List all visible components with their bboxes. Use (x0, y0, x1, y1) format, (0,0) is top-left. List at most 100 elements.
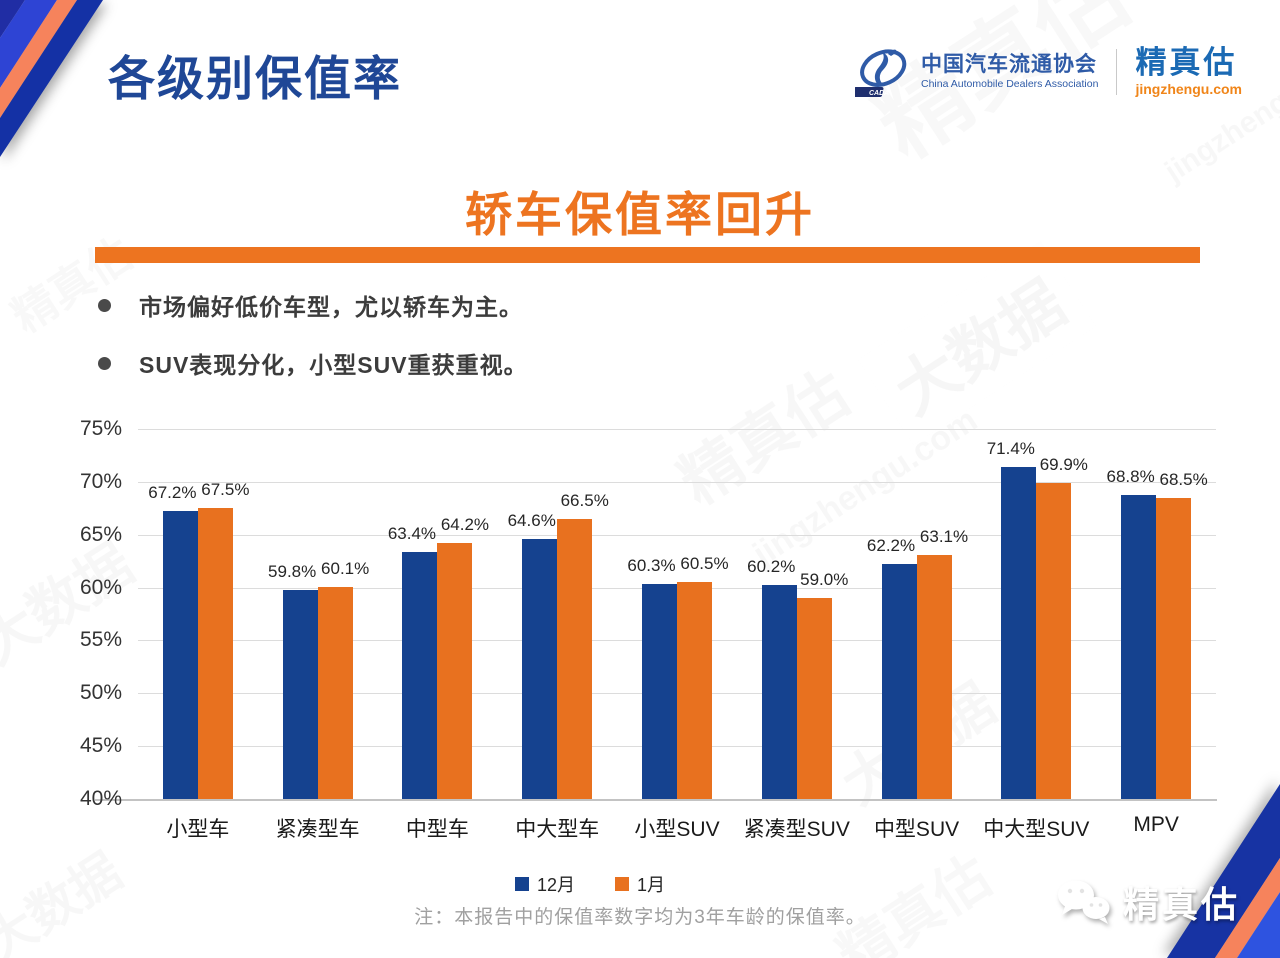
legend-item-dec: 12月 (514, 871, 575, 897)
bar-value-label: 60.1% (321, 558, 370, 578)
bullet-item: SUV表现分化，小型SUV重获重视。 (98, 346, 528, 380)
cada-name-en: China Automobile Dealers Association (921, 78, 1099, 91)
x-axis-line (95, 799, 1217, 801)
cada-logo-icon: CADA (855, 49, 907, 97)
bar-value-label: 63.4% (387, 523, 437, 543)
legend-item-jan: 1月 (615, 871, 665, 897)
watermark-text: 大数据 (858, 241, 1096, 445)
bar-12月-紧凑型SUV (761, 585, 797, 799)
bar-value-label: 71.4% (986, 439, 1035, 459)
bullet-text: SUV表现分化，小型SUV重获重视。 (139, 352, 528, 378)
page-title: 各级别保值率 (108, 52, 402, 105)
corner-stripes-bottom-right (1167, 784, 1280, 958)
bar-1月-中大型车 (557, 518, 593, 799)
bar-1月-紧凑型SUV (796, 598, 832, 799)
bar-group-中型车: 63.4% 64.2% (378, 429, 498, 799)
bar-value-label: 66.5% (560, 490, 609, 510)
bar-12月-紧凑型车 (282, 589, 318, 799)
bullet-item: 市场偏好低价车型，尤以轿车为主。 (98, 288, 528, 322)
bar-1月-中大型SUV (1036, 482, 1072, 799)
header-logos: CADA 中国汽车流通协会 China Automobile Dealers A… (855, 44, 1242, 100)
y-axis-tick-label: 65% (79, 522, 122, 546)
bar-1月-小型车 (197, 508, 233, 799)
bar-value-label: 67.5% (201, 480, 250, 500)
bar-12月-MPV (1121, 494, 1157, 799)
wechat-icon (1057, 880, 1110, 924)
footnote: 注：本报告中的保值率数字均为3年车龄的保值率。 (414, 907, 866, 928)
x-axis-category-label: 小型车 (166, 818, 230, 841)
gridline (138, 429, 1216, 430)
bar-1月-MPV (1156, 497, 1192, 799)
bar-value-label: 68.5% (1159, 469, 1208, 489)
bar-value-label: 60.2% (747, 557, 796, 577)
bar-12月-中型车 (402, 551, 438, 799)
bullet-dot (98, 356, 111, 370)
jingzhengu-name: 精真估 (1135, 45, 1238, 81)
bar-value-label: 64.6% (507, 510, 556, 530)
bottom-right-brand-text: 精真估 (1122, 884, 1240, 925)
bar-group-MPV: 68.8% 68.5% (1096, 429, 1216, 799)
bar-value-label: 62.2% (866, 536, 916, 556)
bar-12月-中大型车 (522, 538, 558, 799)
logo-divider (1116, 49, 1118, 95)
jingzhengu-site: jingzhengu.com (1135, 80, 1242, 97)
svg-text:CADA: CADA (869, 90, 889, 97)
x-axis-category-label: 小型SUV (634, 818, 720, 841)
bar-1月-紧凑型车 (317, 586, 353, 799)
y-axis-tick-label: 70% (79, 469, 122, 493)
y-axis-tick-label: 45% (79, 734, 122, 758)
x-axis-category-label: 中大型车 (515, 818, 600, 841)
x-axis-category-label: 紧凑型SUV (743, 818, 850, 841)
bar-value-label: 60.5% (680, 554, 729, 574)
bar-group-中大型SUV: 71.4% 69.9% (976, 429, 1096, 799)
legend-swatch-jan (615, 877, 629, 891)
bar-12月-小型SUV (641, 584, 677, 799)
bullet-text: 市场偏好低价车型，尤以轿车为主。 (139, 294, 523, 320)
bar-value-label: 64.2% (440, 515, 490, 535)
bottom-right-brand: 精真估 (1055, 876, 1240, 928)
bar-1月-中型车 (437, 543, 473, 799)
bar-value-label: 68.8% (1106, 466, 1155, 486)
x-axis-category-label: MPV (1133, 813, 1179, 836)
jingzhengu-logo-block: 精真估 jingzhengu.com (1135, 47, 1242, 96)
bar-group-小型车: 67.2% 67.5% (138, 429, 258, 799)
bar-value-label: 67.2% (148, 483, 197, 503)
y-axis-tick-label: 40% (79, 787, 122, 810)
bar-group-紧凑型SUV: 60.2% 59.0% (737, 429, 857, 799)
bar-1月-小型SUV (676, 582, 712, 799)
bar-12月-中型SUV (881, 564, 917, 799)
legend-label-dec: 12月 (536, 875, 575, 895)
bar-value-label: 63.1% (919, 526, 969, 546)
bar-1月-中型SUV (916, 554, 952, 799)
x-axis-category-label: 中型车 (405, 818, 469, 841)
chart-legend: 12月 1月 (0, 871, 1180, 897)
corner-stripes-top-left (0, 0, 103, 157)
x-axis-category-label: 中大型SUV (983, 818, 1090, 841)
bar-group-紧凑型车: 59.8% 60.1% (258, 429, 378, 799)
bar-chart-plot-area: 75% 70% 65% 60% 55% 50% 45% 40% 小型车 67.2% 67.5% 紧凑型… (80, 417, 1216, 841)
bar-group-中型SUV: 62.2% 63.1% (857, 429, 977, 799)
bar-value-label: 69.9% (1039, 454, 1088, 474)
x-axis-category-label: 紧凑型车 (275, 818, 360, 841)
x-axis-category-label: 中型SUV (873, 818, 960, 841)
cada-logo-block: CADA 中国汽车流通协会 China Automobile Dealers A… (855, 44, 1098, 100)
bullet-list: 市场偏好低价车型，尤以轿车为主。 SUV表现分化，小型SUV重获重视。 (98, 288, 528, 404)
cada-name-cn: 中国汽车流通协会 (921, 53, 1097, 77)
gridline (138, 534, 1216, 536)
bar-group-中大型车: 64.6% 66.5% (497, 429, 617, 799)
legend-swatch-dec (514, 877, 529, 891)
y-axis-tick-label: 60% (79, 575, 122, 599)
bar-value-label: 59.0% (800, 570, 849, 590)
cada-names: 中国汽车流通协会 China Automobile Dealers Associ… (921, 53, 1098, 91)
y-axis-tick-label: 75% (79, 417, 122, 440)
bar-value-label: 60.3% (627, 556, 676, 576)
bullet-dot (98, 298, 111, 312)
bar-12月-中大型SUV (1001, 467, 1037, 799)
gridline (138, 481, 1216, 483)
headline-rule (95, 247, 1200, 263)
legend-label-jan: 1月 (637, 875, 666, 895)
chart-headline: 轿车保值率回升 (465, 188, 815, 241)
bar-12月-小型车 (162, 511, 198, 799)
bar-group-小型SUV: 60.3% 60.5% (617, 429, 737, 799)
